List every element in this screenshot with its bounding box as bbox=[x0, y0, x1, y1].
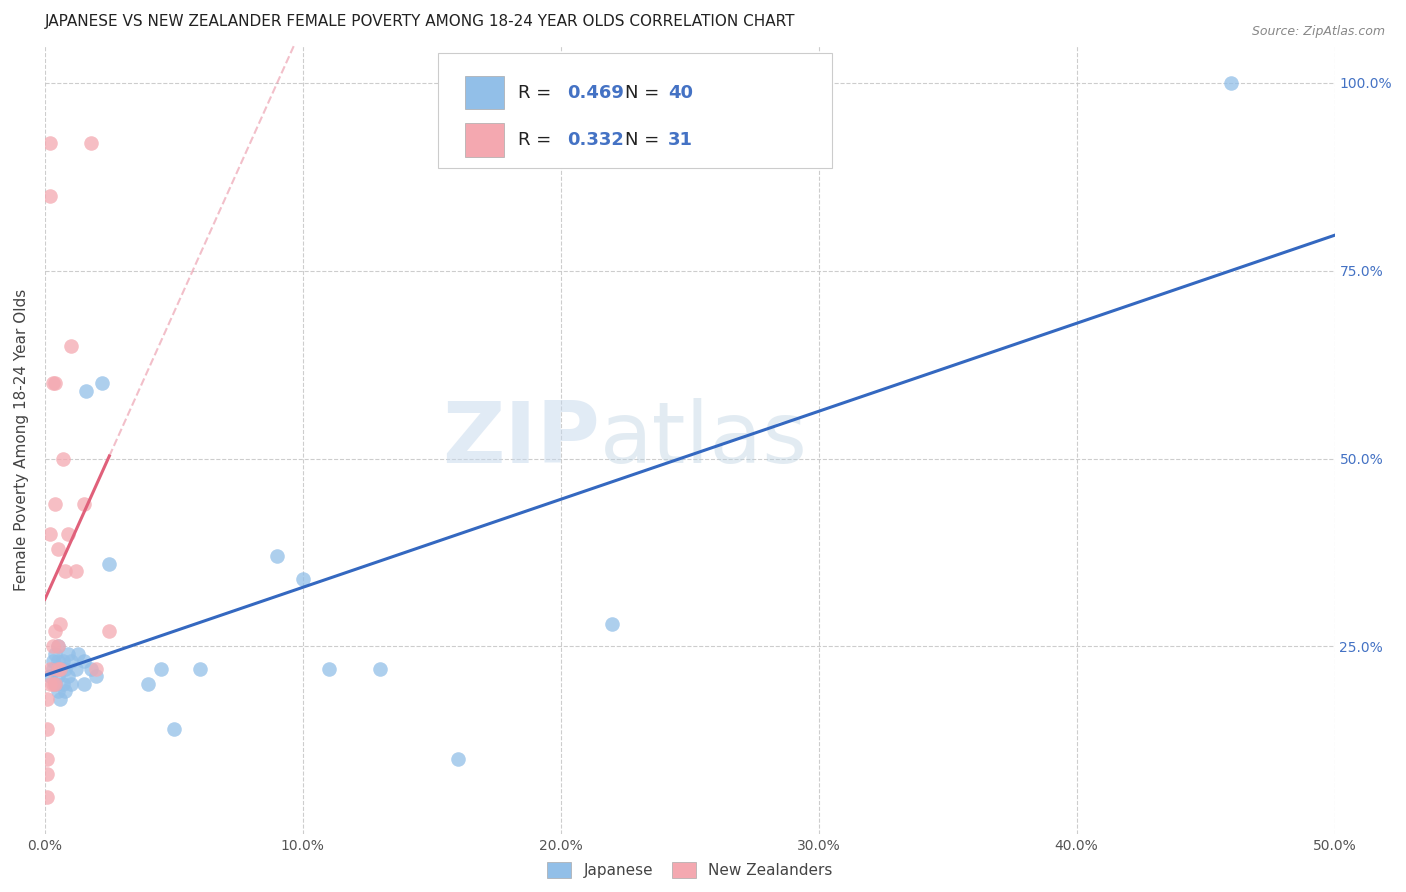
Point bbox=[44, 677, 66, 691]
FancyBboxPatch shape bbox=[465, 123, 503, 157]
Point bbox=[37, 767, 59, 781]
Point bbox=[41, 655, 63, 669]
Point bbox=[46, 669, 69, 683]
Text: R =: R = bbox=[519, 84, 557, 102]
Point bbox=[49, 692, 72, 706]
Point bbox=[56, 647, 79, 661]
Point bbox=[49, 616, 72, 631]
Y-axis label: Female Poverty Among 18-24 Year Olds: Female Poverty Among 18-24 Year Olds bbox=[14, 289, 30, 591]
Point bbox=[39, 677, 62, 691]
Point bbox=[75, 384, 97, 398]
Point bbox=[90, 376, 112, 391]
Point bbox=[46, 684, 69, 698]
Point bbox=[44, 497, 66, 511]
Point bbox=[59, 655, 82, 669]
Point bbox=[136, 677, 159, 691]
Point bbox=[56, 526, 79, 541]
Point bbox=[72, 677, 94, 691]
Text: N =: N = bbox=[626, 84, 665, 102]
Point bbox=[52, 677, 75, 691]
Text: JAPANESE VS NEW ZEALANDER FEMALE POVERTY AMONG 18-24 YEAR OLDS CORRELATION CHART: JAPANESE VS NEW ZEALANDER FEMALE POVERTY… bbox=[45, 14, 796, 29]
Point bbox=[98, 557, 121, 571]
Point bbox=[163, 722, 186, 736]
Point bbox=[39, 669, 62, 683]
Text: 31: 31 bbox=[668, 131, 693, 149]
Point bbox=[39, 136, 62, 150]
Text: 0.469: 0.469 bbox=[567, 84, 624, 102]
Point bbox=[55, 662, 77, 676]
Text: atlas: atlas bbox=[599, 399, 807, 482]
Point bbox=[44, 677, 66, 691]
Text: 40: 40 bbox=[668, 84, 693, 102]
Point bbox=[46, 662, 69, 676]
Point bbox=[65, 662, 87, 676]
Point bbox=[52, 655, 75, 669]
Point bbox=[44, 624, 66, 639]
Point bbox=[49, 662, 72, 676]
Point bbox=[55, 684, 77, 698]
Point bbox=[291, 572, 314, 586]
Point bbox=[59, 339, 82, 353]
Point bbox=[72, 497, 94, 511]
Point bbox=[149, 662, 172, 676]
Point bbox=[41, 640, 63, 654]
Point bbox=[46, 655, 69, 669]
Point bbox=[602, 616, 624, 631]
Point bbox=[39, 188, 62, 202]
Point bbox=[368, 662, 391, 676]
Point bbox=[86, 669, 108, 683]
FancyBboxPatch shape bbox=[465, 76, 503, 109]
Text: Source: ZipAtlas.com: Source: ZipAtlas.com bbox=[1251, 25, 1385, 38]
Text: R =: R = bbox=[519, 131, 557, 149]
Point bbox=[46, 640, 69, 654]
Point bbox=[67, 647, 90, 661]
Point bbox=[41, 662, 63, 676]
Point bbox=[41, 677, 63, 691]
Point bbox=[46, 640, 69, 654]
Text: 0.332: 0.332 bbox=[567, 131, 624, 149]
Point bbox=[56, 669, 79, 683]
Point bbox=[49, 662, 72, 676]
Point bbox=[80, 662, 103, 676]
Point bbox=[1220, 76, 1243, 90]
Point bbox=[318, 662, 340, 676]
Text: N =: N = bbox=[626, 131, 665, 149]
Point bbox=[266, 549, 288, 564]
Point bbox=[59, 677, 82, 691]
Point bbox=[41, 376, 63, 391]
Point bbox=[46, 662, 69, 676]
Point bbox=[65, 564, 87, 578]
Point bbox=[39, 526, 62, 541]
Point bbox=[37, 722, 59, 736]
Point bbox=[37, 752, 59, 766]
Point bbox=[98, 624, 121, 639]
Point bbox=[80, 136, 103, 150]
Point bbox=[44, 647, 66, 661]
Point bbox=[86, 662, 108, 676]
Point bbox=[72, 655, 94, 669]
Point bbox=[446, 752, 468, 766]
Point bbox=[37, 789, 59, 804]
Point bbox=[55, 564, 77, 578]
Point bbox=[39, 662, 62, 676]
Point bbox=[37, 692, 59, 706]
Text: ZIP: ZIP bbox=[441, 399, 599, 482]
Point bbox=[44, 376, 66, 391]
FancyBboxPatch shape bbox=[439, 54, 831, 168]
Legend: Japanese, New Zealanders: Japanese, New Zealanders bbox=[540, 855, 841, 886]
Point bbox=[52, 451, 75, 466]
Point bbox=[188, 662, 211, 676]
Point bbox=[46, 541, 69, 556]
